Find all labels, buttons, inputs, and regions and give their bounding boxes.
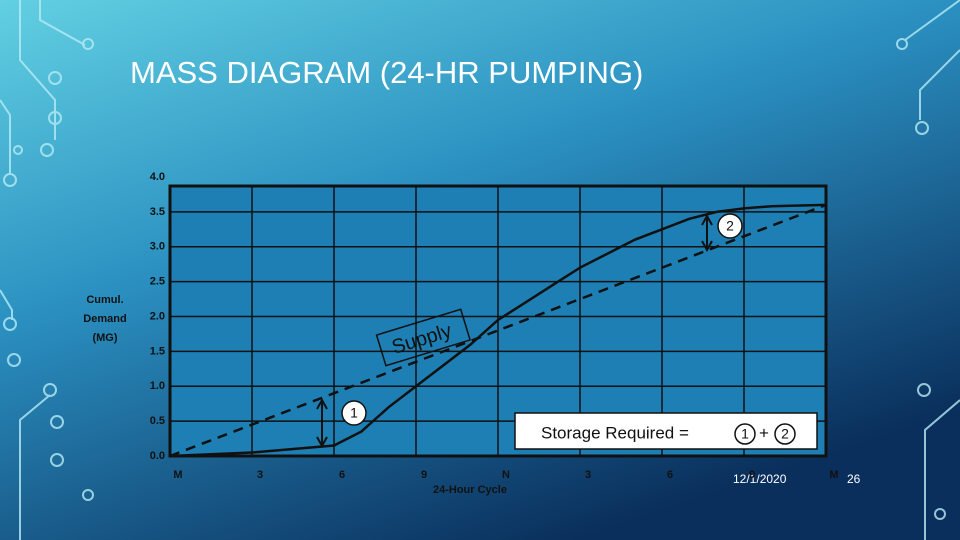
x-tick-label: N <box>502 469 510 481</box>
y-tick-label: 0.0 <box>150 450 165 462</box>
y-tick-label: 2.5 <box>150 276 165 288</box>
storage-box <box>514 412 818 450</box>
y-axis-label: (MG) <box>92 332 117 344</box>
x-tick-label: M <box>173 469 182 481</box>
slide-number: 26 <box>847 472 861 486</box>
y-tick-label: 3.5 <box>150 206 165 218</box>
callout-label: 2 <box>781 426 789 442</box>
chart: 0.0 0.5 1.0 1.5 2.0 2.5 3.0 3.5 4.0 M 3 6 9 N 3 6 9 M Cumu… <box>83 171 838 496</box>
callout-circle <box>341 400 367 426</box>
slide-date: 12/1/2020 <box>733 472 787 486</box>
callout-circle <box>774 423 796 445</box>
storage-plus: + <box>759 423 769 442</box>
y-tick-label: 4.0 <box>150 171 165 183</box>
callout-circle <box>717 213 743 239</box>
label-box <box>375 308 472 367</box>
y-tick-label: 1.5 <box>150 345 165 357</box>
x-tick-label: 6 <box>667 469 673 481</box>
y-axis-label: Demand <box>83 313 126 325</box>
x-tick-label: 3 <box>585 469 591 481</box>
y-axis-label: Cumul. <box>86 294 123 306</box>
arrow-head <box>701 213 713 253</box>
arrow-head <box>316 397 328 449</box>
x-tick-label: 6 <box>339 469 345 481</box>
callout-label: 2 <box>726 218 734 234</box>
x-tick-label: 9 <box>421 469 427 481</box>
y-tick-label: 2.0 <box>150 310 165 322</box>
callout-label: 1 <box>741 426 749 442</box>
y-tick-label: 3.0 <box>150 241 165 253</box>
x-tick-label: M <box>829 469 838 481</box>
series-line <box>169 203 827 458</box>
callout-circle <box>734 423 756 445</box>
y-tick-label: 1.0 <box>150 380 165 392</box>
storage-label: Storage Required = <box>541 423 689 442</box>
series-line <box>169 203 827 458</box>
slide-title: MASS DIAGRAM (24-HR PUMPING) <box>130 55 643 90</box>
callout-label: 1 <box>350 405 358 421</box>
x-tick-label: 3 <box>257 469 263 481</box>
x-axis-label: 24-Hour Cycle <box>433 484 507 496</box>
y-tick-label: 0.5 <box>150 415 165 427</box>
x-tick-label: 9 <box>749 469 755 481</box>
